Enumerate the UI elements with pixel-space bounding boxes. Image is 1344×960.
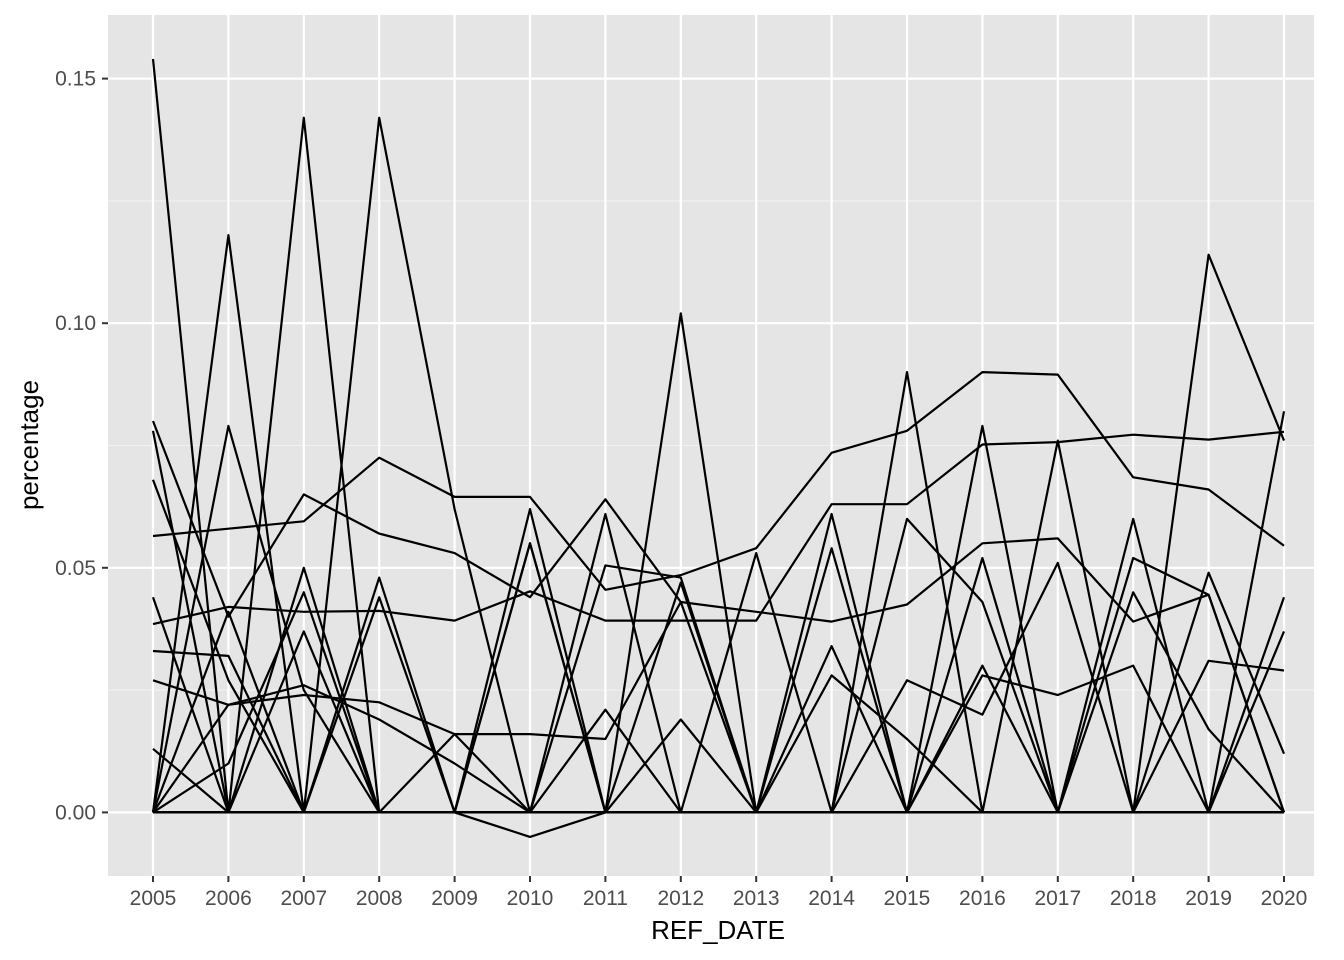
y-tick-label: 0.10 — [55, 312, 96, 335]
series-line-3 — [152, 371, 1285, 591]
minor-gridlines — [108, 200, 1314, 691]
series-line-8 — [152, 561, 1286, 814]
x-tick-label: 2017 — [1034, 887, 1081, 910]
x-tick-label: 2013 — [733, 887, 780, 910]
x-tick-label: 2010 — [507, 887, 554, 910]
y-axis: 0.00 0.05 0.10 0.15 — [55, 68, 108, 824]
x-tick-label: 2008 — [356, 887, 403, 910]
x-tick-label: 2014 — [808, 887, 855, 910]
series-line-2 — [151, 116, 1286, 814]
x-tick-label: 2016 — [959, 887, 1006, 910]
x-tick-label: 2012 — [657, 887, 704, 910]
series-lines — [151, 58, 1286, 839]
series-line-4 — [152, 430, 1285, 626]
y-tick-label: 0.00 — [55, 801, 96, 824]
x-tick-label: 2005 — [130, 887, 177, 910]
x-axis-title: REF_DATE — [651, 915, 785, 945]
x-tick-label: 2009 — [431, 887, 478, 910]
x-tick-label: 2006 — [205, 887, 252, 910]
x-axis: 2005 2006 2007 2008 2009 2010 2011 2012 2013 2014… — [130, 876, 1308, 910]
x-tick-label: 2011 — [583, 887, 628, 910]
y-tick-label: 0.15 — [55, 68, 96, 91]
y-axis-title: percentage — [14, 380, 44, 510]
y-tick-label: 0.05 — [55, 557, 96, 580]
x-tick-label: 2020 — [1261, 887, 1308, 910]
series-line-5 — [151, 420, 1286, 813]
x-tick-label: 2018 — [1110, 887, 1157, 910]
x-tick-label: 2019 — [1185, 887, 1232, 910]
x-tick-label: 2007 — [280, 887, 327, 910]
major-gridlines — [108, 15, 1314, 876]
x-tick-label: 2015 — [884, 887, 931, 910]
